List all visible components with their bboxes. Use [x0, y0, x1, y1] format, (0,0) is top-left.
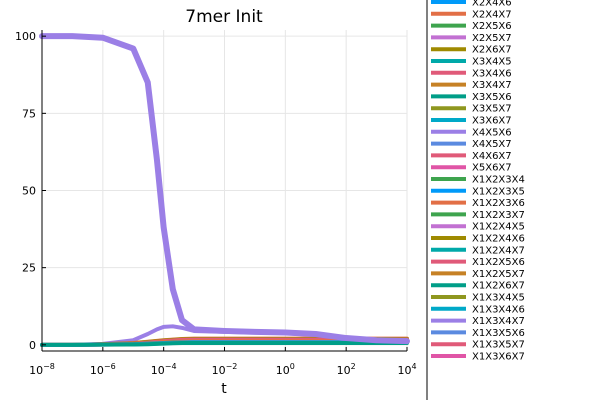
x-tick-exponent: −2 — [226, 362, 238, 371]
x-tick-exponent: 0 — [290, 362, 295, 371]
x-tick-label: 102 — [337, 362, 356, 377]
x-axis-label: t — [221, 381, 227, 397]
x-tick-base: 10 — [212, 364, 226, 377]
legend-label: X2X4X7 — [472, 9, 512, 20]
legend-label: X3X5X7 — [472, 104, 512, 115]
legend-label: X1X2X4X5 — [472, 222, 525, 233]
legend-label: X4X5X6 — [472, 127, 512, 138]
legend-label: X1X2X4X7 — [472, 245, 525, 256]
legend-label: X1X2X3X4 — [472, 175, 525, 186]
legend-label: X3X5X6 — [472, 92, 512, 103]
legend-label: X1X2X5X7 — [472, 269, 525, 280]
legend: X2X4X6X2X4X7X2X5X6X2X5X7X2X6X7X3X4X5X3X4… — [426, 0, 600, 404]
x-tick-base: 10 — [337, 364, 351, 377]
x-tick-base: 10 — [151, 364, 165, 377]
legend-label: X1X2X3X6 — [472, 198, 525, 209]
x-tick-label: 104 — [397, 362, 416, 377]
y-tick-labels: 0 25 50 75 100 — [15, 30, 46, 352]
series-line — [40, 340, 409, 347]
y-tick-label: 75 — [22, 107, 36, 120]
legend-label: X4X6X7 — [472, 151, 512, 162]
legend-label: X1X3X5X7 — [472, 340, 525, 351]
legend-label: X3X4X5 — [472, 57, 512, 68]
x-tick-base: 10 — [397, 364, 411, 377]
legend-label: X1X3X4X7 — [472, 316, 525, 327]
legend-label: X1X3X4X5 — [472, 293, 525, 304]
y-tick-label: 50 — [22, 185, 36, 198]
x-tick-exponent: 2 — [351, 362, 356, 371]
legend-label: X2X5X6 — [472, 21, 512, 32]
x-tick-base: 10 — [90, 364, 104, 377]
x-tick-label: 10−6 — [90, 362, 116, 377]
y-tick-label: 0 — [29, 339, 36, 352]
x-tick-exponent: 4 — [411, 362, 416, 371]
legend-label: X1X2X4X6 — [472, 234, 525, 245]
legend-label: X1X3X4X6 — [472, 304, 525, 315]
legend-items: X2X4X6X2X4X7X2X5X6X2X5X7X2X6X7X3X4X5X3X4… — [431, 0, 525, 363]
x-tick-exponent: −4 — [165, 362, 177, 371]
legend-label: X4X5X7 — [472, 139, 512, 150]
legend-label: X1X2X5X6 — [472, 257, 525, 268]
x-tick-label: 10−8 — [29, 362, 55, 377]
y-tick-label: 25 — [22, 262, 36, 275]
legend-label: X3X4X7 — [472, 80, 512, 91]
legend-label: X1X3X6X7 — [472, 352, 525, 363]
legend-label: X3X4X6 — [472, 68, 512, 79]
legend-label: X2X5X7 — [472, 33, 512, 44]
legend-label: X1X2X3X7 — [472, 210, 525, 221]
legend-label: X1X2X3X5 — [472, 186, 525, 197]
legend-label: X2X4X6 — [472, 0, 512, 9]
x-tick-exponent: −8 — [43, 362, 55, 371]
y-tick-label: 100 — [15, 30, 36, 43]
x-tick-label: 10−2 — [212, 362, 238, 377]
x-tick-label: 10−4 — [151, 362, 177, 377]
legend-label: X3X6X7 — [472, 116, 512, 127]
series-line — [39, 33, 410, 345]
x-tick-labels: 10−8 10−6 10−4 10−2 100 102 104 — [29, 347, 417, 377]
legend-label: X2X6X7 — [472, 45, 512, 56]
legend-label: X1X3X5X6 — [472, 328, 525, 339]
x-tick-label: 100 — [276, 362, 295, 377]
legend-label: X5X6X7 — [472, 163, 512, 174]
legend-label: X1X2X6X7 — [472, 281, 525, 292]
series-layer — [39, 33, 410, 347]
x-tick-base: 10 — [29, 364, 43, 377]
chart-title: 7mer Init — [185, 7, 263, 27]
x-tick-exponent: −6 — [104, 362, 116, 371]
x-tick-base: 10 — [276, 364, 290, 377]
